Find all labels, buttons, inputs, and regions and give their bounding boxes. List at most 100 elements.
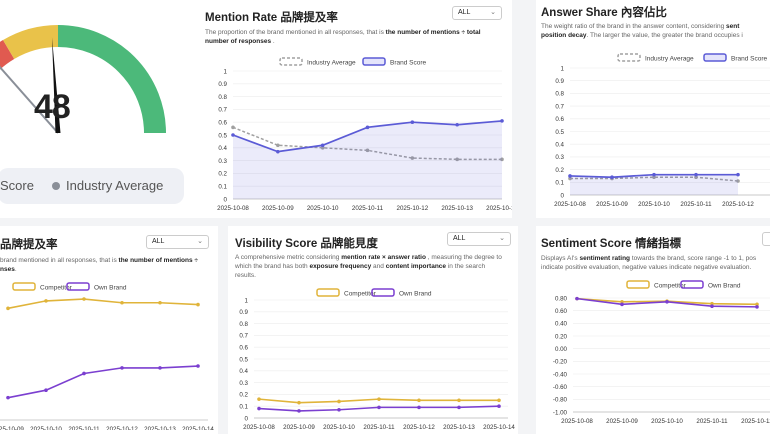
gauge-segment-low <box>0 40 15 70</box>
x-tick-label: 2025-10-14 <box>486 205 512 212</box>
legend-label: Own Brand <box>399 291 432 298</box>
data-point <box>44 299 48 303</box>
data-point <box>410 120 415 124</box>
y-tick-label: 0.5 <box>555 129 564 136</box>
y-tick-label: 1 <box>561 65 565 72</box>
x-tick-label: 2025-10-14 <box>182 426 214 430</box>
y-tick-label: 0.4 <box>218 145 227 152</box>
x-tick-label: 2025-10-13 <box>144 426 176 430</box>
answer-share-card: Answer Share 內容佔比 The weight ratio of th… <box>536 0 770 218</box>
mention-rate-chart: Industry Average Brand Score 0 0.1 0.2 0.3 0.4… <box>217 57 512 212</box>
desc-text: The proportion of the brand mentioned in… <box>205 29 384 36</box>
y-tick-label: 0.6 <box>218 120 227 127</box>
y-tick-label: 0.9 <box>239 309 248 316</box>
desc-bold: position decay <box>541 32 587 39</box>
mention-rate-2-select[interactable]: ALL ⌄ <box>146 235 209 249</box>
series-area <box>233 120 502 199</box>
x-tick-label: 2025-10-10 <box>307 205 339 212</box>
mention-rate-card: Mention Rate 品牌提及率 ALL ⌄ The proportion o… <box>200 0 512 218</box>
data-point <box>455 157 459 162</box>
y-tick-label: 0.1 <box>239 404 248 411</box>
legend-swatch <box>617 53 641 62</box>
desc-text: in the search results. <box>235 263 486 279</box>
desc-bold: the number of mentions ÷ <box>118 257 198 264</box>
x-tick-label: 2025-10-11 <box>352 205 384 212</box>
desc-text: . <box>272 38 275 45</box>
x-tick-label: 2025-10-08 <box>243 424 275 431</box>
data-point <box>158 300 162 305</box>
data-point <box>665 300 669 304</box>
data-point <box>377 405 381 410</box>
visibility-chart: Competitor Own Brand 0 0.1 0.2 0.3 0.4 0.5 0.6 0.… <box>239 288 515 431</box>
y-tick-label: 0.2 <box>218 171 227 178</box>
data-point <box>6 395 10 400</box>
y-tick-label: 0 <box>561 192 565 199</box>
legend-label: Industry Average <box>645 56 694 63</box>
card-description: brand mentioned in all responses, that i… <box>0 256 210 274</box>
legend-label: Brand Score <box>731 56 768 63</box>
data-point <box>497 398 501 403</box>
y-tick-label: 0.3 <box>555 154 564 161</box>
desc-text: The weight ratio of the brand in the ans… <box>541 23 725 30</box>
data-point <box>710 301 714 306</box>
x-tick-label: 2025-10-09 <box>596 201 628 208</box>
sentiment-select[interactable] <box>762 232 770 246</box>
card-description: The weight ratio of the brand in the ans… <box>541 22 770 40</box>
gauge-card: 48 Score Industry Average <box>0 0 200 218</box>
x-tick-label: 2025-10-08 <box>561 418 593 425</box>
select-value: ALL <box>152 238 165 245</box>
card-description: The proportion of the brand mentioned in… <box>205 28 505 46</box>
sentiment-card: Sentiment Score 情緒指標 Displays AI's senti… <box>536 226 770 434</box>
x-tick-label: 2025-10-08 <box>554 201 586 208</box>
y-tick-label: 0.2 <box>555 167 564 174</box>
data-point <box>575 296 579 301</box>
desc-text: brand mentioned in all responses, that i… <box>0 257 117 264</box>
desc-bold: the number of mentions ÷ total number of… <box>205 29 481 45</box>
data-point <box>568 176 572 181</box>
y-tick-label: 0.3 <box>218 158 227 165</box>
mention-rate-select[interactable]: ALL ⌄ <box>452 6 502 20</box>
y-tick-label: 0 <box>224 196 228 203</box>
data-point <box>44 388 48 393</box>
visibility-select[interactable]: ALL ⌄ <box>447 232 511 246</box>
card-title: Answer Share 內容佔比 <box>541 7 667 19</box>
legend-swatch <box>316 288 340 297</box>
legend-industry-dot <box>52 182 60 190</box>
series-line <box>7 298 199 310</box>
desc-bold: sentiment rating <box>579 255 631 262</box>
x-tick-label: 2025-10-11 <box>363 424 395 431</box>
legend-swatch <box>362 57 386 66</box>
legend-label: Own Brand <box>708 283 741 290</box>
gauge <box>0 25 166 134</box>
series-line <box>570 176 739 182</box>
y-tick-label: 0.4 <box>555 142 564 149</box>
legend-label: Brand Score <box>390 60 427 67</box>
data-point <box>276 149 280 154</box>
y-tick-label: 0.60 <box>555 308 568 315</box>
y-tick-label: 1 <box>224 68 228 75</box>
y-tick-label: 0.00 <box>555 346 568 353</box>
x-tick-label: 2025-10-11 <box>696 418 728 425</box>
answer-share-chart: Industry Average Brand Score 0 0.1 0.2 0.3 0.4… <box>554 53 770 208</box>
x-tick-label: 2025-10-12 <box>741 418 770 425</box>
card-description: Displays AI's sentiment rating towards t… <box>541 254 770 272</box>
gauge-value: 48 <box>34 88 71 126</box>
data-point <box>297 400 301 405</box>
data-point <box>297 409 301 413</box>
data-point <box>736 179 740 183</box>
y-tick-label: 0.7 <box>239 333 248 340</box>
data-point <box>158 366 162 370</box>
data-point <box>710 304 714 309</box>
visibility-card: Visibility Score 品牌能見度 ALL ⌄ A comprehens… <box>228 226 518 434</box>
legend-label: Competitor <box>40 285 73 292</box>
y-tick-label: 0.40 <box>555 321 568 328</box>
y-tick-label: 0.6 <box>555 116 564 123</box>
data-point <box>6 306 10 311</box>
desc-bold: sent <box>726 23 740 30</box>
data-point <box>257 397 261 401</box>
data-point <box>276 143 280 148</box>
legend-label: Competitor <box>654 283 687 290</box>
data-point <box>500 119 504 123</box>
y-tick-label: -0.80 <box>553 397 568 404</box>
desc-text: A comprehensive metric considering <box>235 254 340 261</box>
